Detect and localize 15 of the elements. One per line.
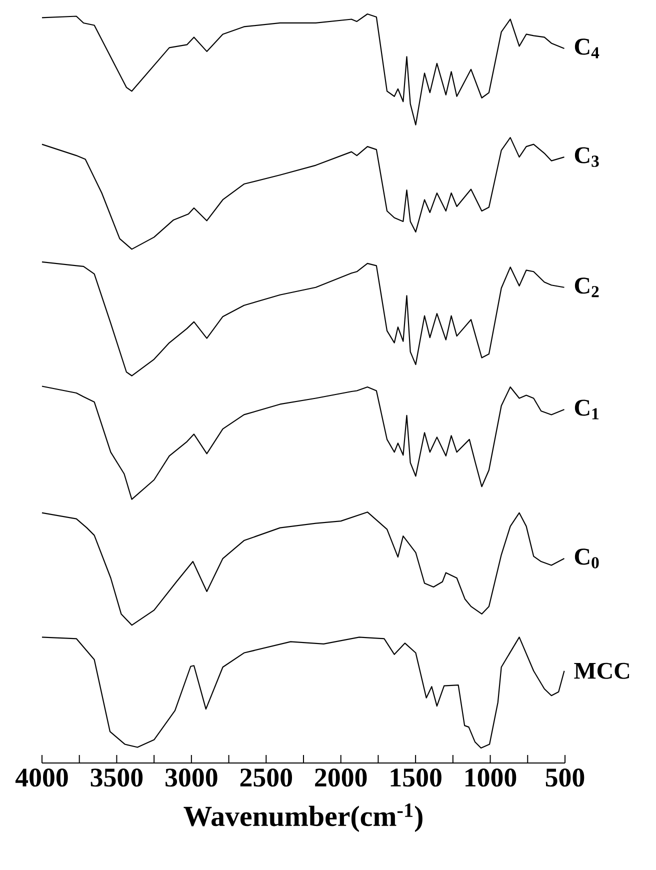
x-tick-label: 2000 — [315, 768, 367, 787]
x-tick-label: 1500 — [390, 768, 442, 787]
series-label: C$_{2}$ — [574, 278, 599, 298]
x-tick-label: 1000 — [466, 768, 516, 787]
series-label: C$_{3}$ — [574, 147, 599, 167]
series-label: C$_{1}$ — [574, 400, 599, 420]
series-label: C$_{0}$ — [574, 548, 599, 568]
x-tick-label: 3500 — [90, 768, 143, 787]
series-label: C$_{4}$ — [574, 38, 600, 58]
x-tick-label: 2500 — [240, 768, 292, 787]
x-axis-title: Wavenumber(cm$^{-1}$) — [184, 804, 422, 832]
x-tick-label: 3000 — [166, 768, 218, 787]
x-tick-label: 4000 — [15, 768, 68, 787]
series-label: MCC — [574, 662, 630, 679]
x-tick-label: 500 — [546, 768, 584, 787]
